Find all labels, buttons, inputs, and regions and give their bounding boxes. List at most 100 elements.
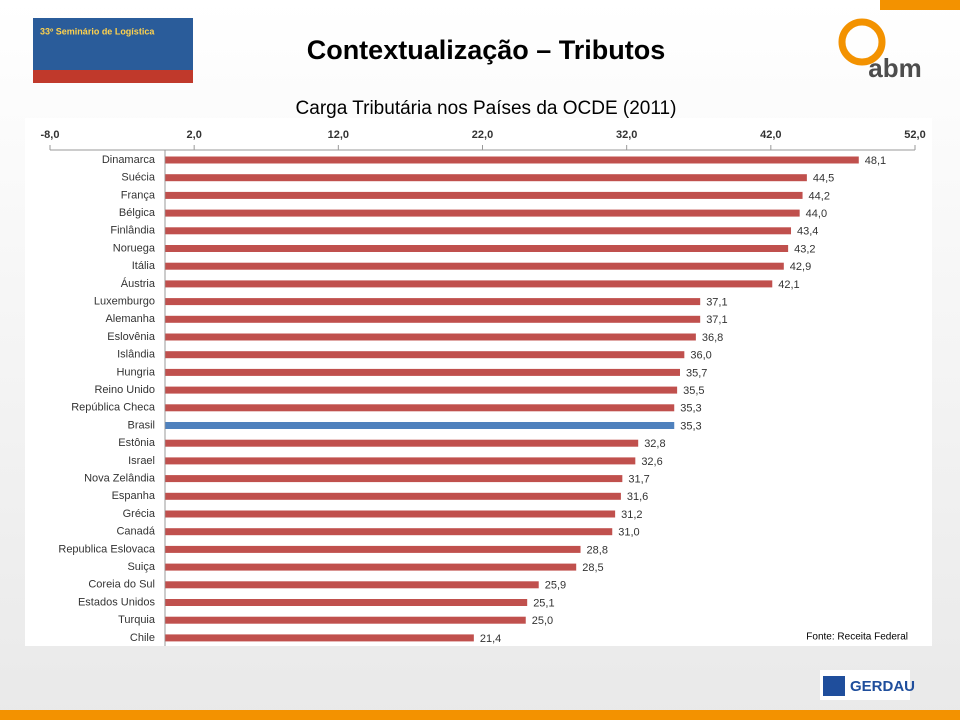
bar (165, 634, 474, 642)
value-label: 25,1 (533, 597, 554, 609)
bar (165, 315, 701, 323)
value-label: 28,5 (582, 562, 603, 574)
value-label: 31,7 (628, 474, 649, 486)
x-tick-label: 12,0 (328, 129, 349, 141)
value-label: 36,8 (702, 332, 723, 344)
slide-title: Contextualização – Tributos (307, 35, 666, 65)
bar (165, 563, 577, 571)
value-label: 37,1 (706, 314, 727, 326)
x-tick-label: 2,0 (187, 129, 202, 141)
y-tick-label: Israel (128, 455, 155, 467)
y-tick-label: Grécia (123, 508, 156, 520)
y-tick-label: Republica Eslovaca (58, 543, 155, 555)
value-label: 31,2 (621, 509, 642, 521)
value-label: 44,0 (806, 208, 827, 220)
value-label: 44,2 (809, 190, 830, 202)
value-label: 35,5 (683, 385, 704, 397)
bar (165, 599, 528, 606)
y-tick-label: Finlândia (110, 225, 156, 237)
y-tick-label: França (121, 189, 156, 201)
x-tick-label: 42,0 (760, 129, 781, 141)
value-label: 35,7 (686, 367, 707, 379)
y-tick-label: Hungria (116, 366, 155, 378)
bar (165, 439, 639, 447)
bar (165, 209, 800, 217)
bar (165, 262, 784, 270)
y-tick-label: Nova Zelândia (84, 473, 156, 485)
y-tick-label: Luxemburgo (94, 296, 155, 308)
value-label: 25,9 (545, 580, 566, 592)
abm-logo-ring (838, 18, 886, 66)
value-label: 35,3 (680, 403, 701, 415)
bar (165, 368, 681, 376)
top-stripe (880, 0, 960, 10)
bar (165, 528, 613, 536)
bar (165, 174, 807, 182)
y-tick-label: Eslovênia (107, 331, 156, 343)
value-label: 28,8 (587, 544, 608, 556)
y-tick-label: Bélgica (119, 207, 156, 219)
y-tick-label: Suiça (127, 561, 155, 573)
y-tick-label: Estônia (118, 437, 156, 449)
y-tick-label: Áustria (121, 277, 156, 290)
bar (165, 475, 623, 483)
bar (165, 404, 675, 412)
event-logo-text: 33º Seminário de Logística (40, 26, 155, 36)
value-label: 25,0 (532, 615, 553, 627)
value-label: 31,0 (618, 527, 639, 539)
bar (165, 227, 792, 235)
y-tick-label: Alemanha (105, 313, 155, 325)
bar (165, 616, 526, 624)
y-tick-label: Coreia do Sul (88, 579, 155, 591)
value-label: 48,1 (865, 155, 886, 167)
chart-title: Carga Tributária nos Países da OCDE (201… (296, 98, 677, 119)
y-tick-label: Suécia (121, 172, 156, 184)
value-label: 32,8 (644, 438, 665, 450)
value-label: 35,3 (680, 420, 701, 432)
bar (165, 156, 859, 164)
value-label: 43,2 (794, 243, 815, 255)
bar (165, 581, 539, 589)
y-tick-label: Turquia (118, 614, 156, 626)
event-logo-band (33, 70, 193, 83)
y-tick-label: Reino Unido (94, 384, 155, 396)
value-label: 31,6 (627, 491, 648, 503)
value-label: 43,4 (797, 226, 818, 238)
y-tick-label: Espanha (112, 490, 156, 502)
y-tick-label: Chile (130, 632, 155, 644)
y-tick-label: República Checa (71, 402, 156, 414)
value-label: 42,9 (790, 261, 811, 273)
x-tick-label: 52,0 (904, 129, 925, 141)
y-tick-label: Brasil (127, 419, 155, 431)
value-label: 42,1 (778, 279, 799, 291)
bottom-stripe (0, 710, 960, 720)
value-label: 21,4 (480, 633, 501, 645)
bar (165, 351, 685, 359)
gerdau-logo-text: GERDAU (850, 678, 915, 695)
y-tick-label: Dinamarca (102, 154, 156, 166)
bar (165, 280, 773, 288)
gerdau-logo-mark (823, 676, 845, 696)
source: Fonte: Receita Federal (806, 632, 908, 643)
x-tick-label: 22,0 (472, 129, 493, 141)
bar (165, 422, 675, 429)
bar (165, 510, 616, 518)
y-tick-label: Canadá (116, 526, 155, 538)
abm-logo-text: abm (868, 53, 921, 83)
x-tick-label: -8,0 (41, 129, 60, 141)
y-tick-label: Itália (132, 260, 156, 272)
bar (165, 245, 789, 252)
y-tick-label: Noruega (113, 242, 156, 254)
bar (165, 545, 581, 553)
value-label: 36,0 (690, 350, 711, 362)
y-tick-label: Islândia (117, 349, 156, 361)
value-label: 44,5 (813, 173, 834, 185)
bar (165, 492, 621, 500)
y-tick-label: Estados Unidos (78, 596, 156, 608)
value-label: 32,6 (641, 456, 662, 468)
x-tick-label: 32,0 (616, 129, 637, 141)
bar (165, 333, 696, 341)
plot-background (25, 118, 932, 646)
